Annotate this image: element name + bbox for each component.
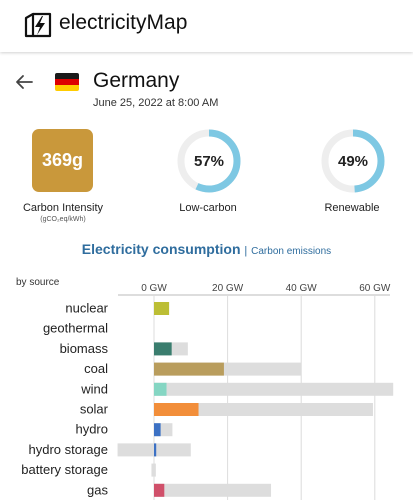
source-label: solar <box>80 402 109 417</box>
renewable-ring[interactable] <box>320 128 386 194</box>
source-label: hydro <box>75 422 108 437</box>
renewable-value: 49% <box>337 152 369 170</box>
carbon-intensity-value: 369g <box>41 150 84 170</box>
renewable-label: Renewable <box>324 202 380 214</box>
source-label: gas <box>87 482 108 497</box>
production-bar <box>154 342 172 356</box>
capacity-bar <box>154 403 373 416</box>
low-carbon-ring-fill <box>177 129 241 193</box>
production-bar <box>154 302 170 315</box>
germany-flag-icon <box>55 73 79 91</box>
renewable-ring-fill <box>321 129 385 193</box>
source-label: coal <box>84 361 108 376</box>
production-bar <box>154 443 157 457</box>
production-bar <box>154 423 161 437</box>
tab-electricity-consumption[interactable]: Electricity consumption <box>81 241 241 257</box>
tab-separator: | <box>244 245 248 257</box>
carbon-intensity-label: Carbon Intensity <box>22 202 104 214</box>
x-tick-label: 40 GW <box>286 283 318 294</box>
carbon-intensity-box[interactable]: 369g <box>32 129 93 192</box>
production-bar <box>154 362 224 376</box>
source-label: nuclear <box>65 301 108 316</box>
low-carbon-label: Low-carbon <box>179 202 237 214</box>
top-bar: electricityMap <box>0 0 413 52</box>
zone-name: Germany <box>93 69 180 92</box>
production-bar <box>154 382 167 396</box>
tab-carbon-emissions[interactable]: Carbon emissions <box>251 246 332 257</box>
carbon-intensity-unit: (gCO₂eq/kWh) <box>40 216 86 223</box>
production-bar <box>154 483 165 497</box>
source-label: battery storage <box>21 462 108 477</box>
capacity-bar <box>151 463 156 477</box>
x-tick-label: 20 GW <box>212 283 244 294</box>
x-tick-label: 0 GW <box>141 283 167 294</box>
source-label: wind <box>80 381 108 396</box>
consumption-emissions-tabs: Electricity consumption | Carbon emissio… <box>0 241 413 257</box>
production-bar <box>154 403 199 416</box>
x-tick-label: 60 GW <box>359 283 391 294</box>
capacity-bar <box>154 382 394 396</box>
source-label: geothermal <box>43 321 108 336</box>
low-carbon-ring[interactable] <box>176 128 242 194</box>
chart-section-label: by source <box>16 277 60 288</box>
source-label: biomass <box>60 341 109 356</box>
app-name[interactable]: electricityMap <box>59 11 188 34</box>
zone-datetime: June 25, 2022 at 8:00 AM <box>93 97 219 109</box>
low-carbon-value: 57% <box>193 152 225 170</box>
capacity-bar <box>154 483 272 497</box>
source-label: hydro storage <box>29 442 109 457</box>
back-arrow-icon[interactable] <box>14 72 34 92</box>
electricity-map-logo-icon[interactable] <box>23 10 53 40</box>
